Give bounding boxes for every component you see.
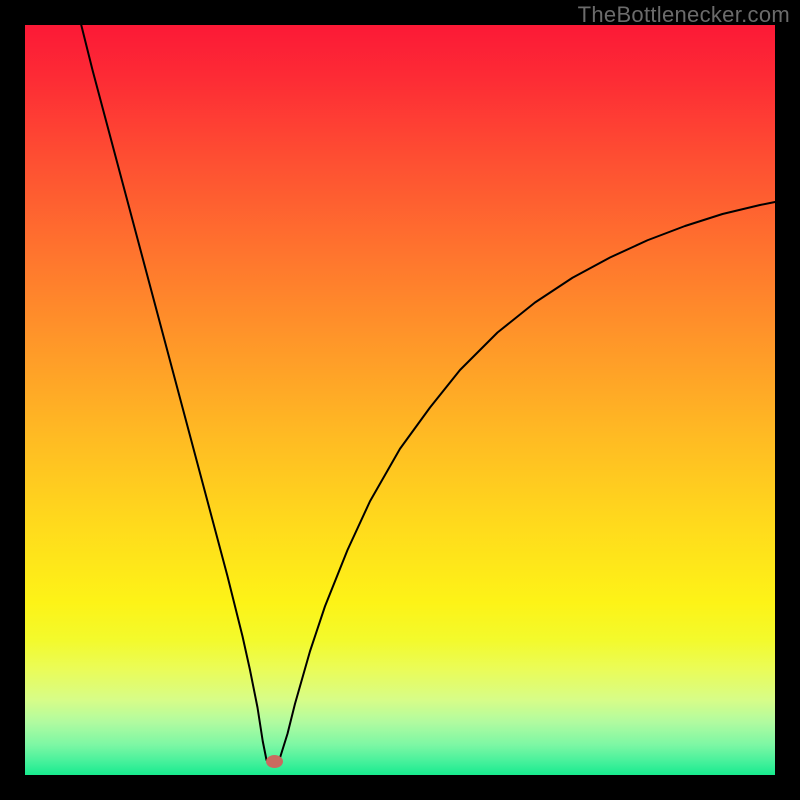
bottleneck-curve: [81, 25, 775, 762]
source-label: TheBottlenecker.com: [578, 2, 790, 28]
chart-container: TheBottlenecker.com: [0, 0, 800, 800]
curve-layer: [0, 0, 800, 800]
